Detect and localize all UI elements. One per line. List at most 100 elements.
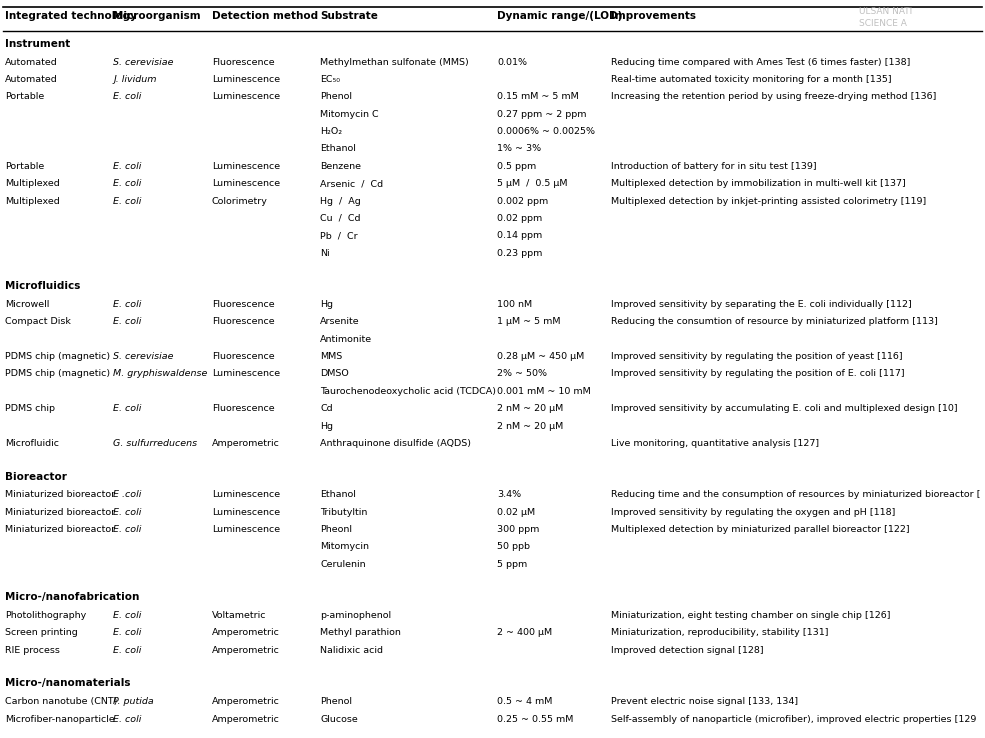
Text: Increasing the retention period by using freeze-drying method [136]: Increasing the retention period by using… [611,92,936,101]
Text: 0.5 ppm: 0.5 ppm [497,162,537,170]
Text: Benzene: Benzene [320,162,361,170]
Text: P. putida: P. putida [113,697,154,706]
Text: Voltametric: Voltametric [212,611,266,620]
Text: Fluorescence: Fluorescence [212,404,275,413]
Text: 0.5 ~ 4 mM: 0.5 ~ 4 mM [497,697,553,706]
Text: E. coli: E. coli [113,404,142,413]
Text: PDMS chip (magnetic): PDMS chip (magnetic) [5,352,110,361]
Text: E. coli: E. coli [113,317,142,326]
Text: ULSAN NATI: ULSAN NATI [859,7,912,16]
Text: DMSO: DMSO [320,370,349,379]
Text: Reducing time and the consumption of resources by miniaturized bioreactor [: Reducing time and the consumption of res… [611,490,980,500]
Text: Amperometric: Amperometric [212,714,280,723]
Text: Automated: Automated [5,75,58,84]
Text: Pheonl: Pheonl [320,525,352,534]
Text: Amperometric: Amperometric [212,439,280,448]
Text: Arsenite: Arsenite [320,317,360,326]
Text: Automated: Automated [5,58,58,66]
Text: Luminescence: Luminescence [212,508,280,517]
Text: Screen printing: Screen printing [5,629,78,638]
Text: 2 nM ~ 20 μM: 2 nM ~ 20 μM [497,421,563,430]
Text: Improved sensitivity by regulating the position of E. coli [117]: Improved sensitivity by regulating the p… [611,370,904,379]
Text: E. coli: E. coli [113,714,142,723]
Text: Fluorescence: Fluorescence [212,58,275,66]
Text: Multiplexed detection by miniaturized parallel bioreactor [122]: Multiplexed detection by miniaturized pa… [611,525,909,534]
Text: Improved sensitivity by accumulating E. coli and multiplexed design [10]: Improved sensitivity by accumulating E. … [611,404,957,413]
Text: 300 ppm: 300 ppm [497,525,540,534]
Text: PDMS chip: PDMS chip [5,404,55,413]
Text: E .coli: E .coli [113,490,142,500]
Text: Microorganism: Microorganism [113,11,201,21]
Text: EC₅₀: EC₅₀ [320,75,340,84]
Text: Improved sensitivity by regulating the oxygen and pH [118]: Improved sensitivity by regulating the o… [611,508,895,517]
Text: 50 ppb: 50 ppb [497,542,531,551]
Text: Tributyltin: Tributyltin [320,508,367,517]
Text: Fluorescence: Fluorescence [212,352,275,361]
Text: E. coli: E. coli [113,646,142,655]
Text: E. coli: E. coli [113,508,142,517]
Text: Arsenic  /  Cd: Arsenic / Cd [320,179,383,188]
Text: Microwell: Microwell [5,300,49,309]
Text: Detection method: Detection method [212,11,318,21]
Text: E. coli: E. coli [113,196,142,205]
Text: Colorimetry: Colorimetry [212,196,268,205]
Text: Self-assembly of nanoparticle (microfiber), improved electric properties [129: Self-assembly of nanoparticle (microfibe… [611,714,976,723]
Text: Phenol: Phenol [320,92,352,101]
Text: Cerulenin: Cerulenin [320,559,365,569]
Text: 3.4%: 3.4% [497,490,521,500]
Text: E. coli: E. coli [113,300,142,309]
Text: Cu  /  Cd: Cu / Cd [320,214,361,223]
Text: p-aminophenol: p-aminophenol [320,611,391,620]
Text: E. coli: E. coli [113,92,142,101]
Text: E. coli: E. coli [113,179,142,188]
Text: Methylmethan sulfonate (MMS): Methylmethan sulfonate (MMS) [320,58,469,66]
Text: Methyl parathion: Methyl parathion [320,629,401,638]
Text: Improved detection signal [128]: Improved detection signal [128] [611,646,763,655]
Text: Luminescence: Luminescence [212,162,280,170]
Text: Reducing time compared with Ames Test (6 times faster) [138]: Reducing time compared with Ames Test (6… [611,58,910,66]
Text: 2% ~ 50%: 2% ~ 50% [497,370,548,379]
Text: 0.15 mM ~ 5 mM: 0.15 mM ~ 5 mM [497,92,579,101]
Text: Miniaturized bioreactor: Miniaturized bioreactor [5,525,115,534]
Text: 0.002 ppm: 0.002 ppm [497,196,549,205]
Text: 0.01%: 0.01% [497,58,527,66]
Text: 0.23 ppm: 0.23 ppm [497,249,543,258]
Text: Taurochenodeoxycholic acid (TCDCA): Taurochenodeoxycholic acid (TCDCA) [320,387,496,396]
Text: Microfluidic: Microfluidic [5,439,59,448]
Text: J. lividum: J. lividum [113,75,157,84]
Text: Cd: Cd [320,404,333,413]
Text: PDMS chip (magnetic): PDMS chip (magnetic) [5,370,110,379]
Text: Portable: Portable [5,92,44,101]
Text: Bioreactor: Bioreactor [5,472,67,481]
Text: Miniaturization, reproducibility, stability [131]: Miniaturization, reproducibility, stabil… [611,629,828,638]
Text: Fluorescence: Fluorescence [212,300,275,309]
Text: 1% ~ 3%: 1% ~ 3% [497,145,542,154]
Text: 0.25 ~ 0.55 mM: 0.25 ~ 0.55 mM [497,714,574,723]
Text: Fluorescence: Fluorescence [212,317,275,326]
Text: G. sulfurreducens: G. sulfurreducens [113,439,197,448]
Text: Luminescence: Luminescence [212,179,280,188]
Text: Multiplexed detection by inkjet-printing assisted colorimetry [119]: Multiplexed detection by inkjet-printing… [611,196,926,205]
Text: Live monitoring, quantitative analysis [127]: Live monitoring, quantitative analysis [… [611,439,819,448]
Text: H₂O₂: H₂O₂ [320,127,342,136]
Text: Compact Disk: Compact Disk [5,317,71,326]
Text: 100 nM: 100 nM [497,300,533,309]
Text: Real-time automated toxicity monitoring for a month [135]: Real-time automated toxicity monitoring … [611,75,891,84]
Text: Improved sensitivity by separating the E. coli individually [112]: Improved sensitivity by separating the E… [611,300,911,309]
Text: 1 μM ~ 5 mM: 1 μM ~ 5 mM [497,317,560,326]
Text: Prevent electric noise signal [133, 134]: Prevent electric noise signal [133, 134] [611,697,798,706]
Text: Luminescence: Luminescence [212,370,280,379]
Text: 0.02 ppm: 0.02 ppm [497,214,543,223]
Text: Improved sensitivity by regulating the position of yeast [116]: Improved sensitivity by regulating the p… [611,352,902,361]
Text: 0.14 ppm: 0.14 ppm [497,231,543,241]
Text: SCIENCE A: SCIENCE A [859,19,907,29]
Text: Pb  /  Cr: Pb / Cr [320,231,358,241]
Text: Anthraquinone disulfide (AQDS): Anthraquinone disulfide (AQDS) [320,439,471,448]
Text: Phenol: Phenol [320,697,352,706]
Text: Micro-/nanofabrication: Micro-/nanofabrication [5,593,139,602]
Text: Carbon nanotube (CNT): Carbon nanotube (CNT) [5,697,117,706]
Text: E. coli: E. coli [113,162,142,170]
Text: Miniaturized bioreactor: Miniaturized bioreactor [5,490,115,500]
Text: M. gryphiswaldense: M. gryphiswaldense [113,370,208,379]
Text: Hg: Hg [320,300,333,309]
